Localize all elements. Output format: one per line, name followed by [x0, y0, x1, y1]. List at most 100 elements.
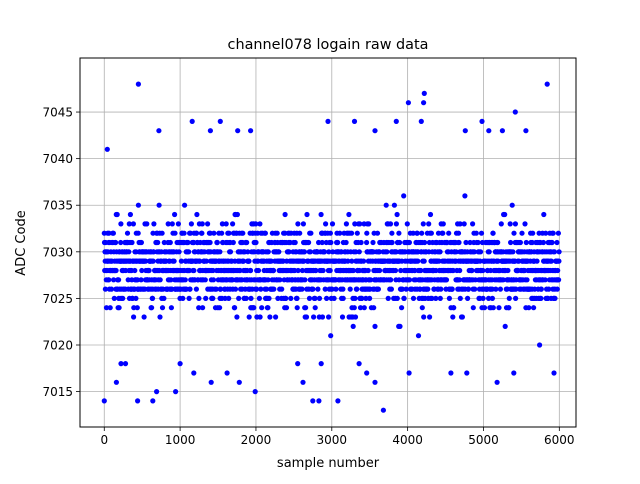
data-point — [116, 305, 122, 311]
data-point — [372, 323, 378, 329]
data-point — [333, 286, 339, 292]
outlier-point — [318, 361, 324, 367]
data-point — [538, 286, 544, 292]
data-point — [551, 249, 558, 255]
data-point — [297, 230, 303, 236]
data-point — [207, 230, 213, 236]
data-point — [437, 249, 443, 255]
data-point — [391, 202, 397, 208]
data-point — [401, 193, 407, 199]
data-point — [194, 230, 200, 236]
data-point — [182, 277, 188, 283]
data-point — [253, 221, 259, 227]
data-point — [502, 211, 508, 218]
data-point — [214, 239, 220, 246]
data-point — [157, 277, 163, 283]
data-point — [282, 211, 288, 218]
data-point — [526, 305, 532, 311]
data-point — [127, 211, 133, 218]
data-point — [106, 277, 112, 283]
data-point — [538, 295, 544, 301]
outlier-point — [494, 379, 500, 385]
data-point — [186, 295, 192, 301]
data-point — [262, 230, 268, 236]
data-point — [143, 258, 149, 264]
data-point — [426, 221, 432, 227]
data-point — [313, 267, 319, 274]
data-point — [124, 230, 131, 236]
data-point — [205, 221, 211, 227]
data-point — [240, 258, 247, 264]
data-point — [234, 314, 240, 320]
data-point — [470, 305, 476, 311]
data-point — [138, 277, 144, 283]
data-point — [396, 230, 402, 236]
data-point — [337, 230, 343, 236]
x-tick-label: 4000 — [392, 433, 423, 447]
x-tick-label: 6000 — [544, 433, 575, 447]
data-point — [440, 221, 446, 227]
data-point — [556, 277, 562, 283]
data-point — [453, 249, 459, 255]
data-point — [456, 239, 462, 246]
plot-frame — [79, 57, 577, 428]
x-tick-label: 5000 — [468, 433, 499, 447]
data-point — [135, 202, 141, 208]
data-point — [429, 295, 435, 301]
outlier-point — [405, 100, 411, 106]
data-point — [392, 267, 399, 274]
data-point — [467, 239, 473, 246]
data-point — [131, 314, 137, 320]
data-point — [188, 221, 194, 227]
data-point — [120, 295, 126, 301]
y-tick-label: 7035 — [42, 199, 73, 213]
data-point — [399, 286, 405, 292]
data-point — [138, 239, 144, 246]
data-point — [517, 239, 524, 246]
data-point — [203, 258, 209, 264]
data-point — [366, 221, 372, 227]
data-point — [353, 249, 359, 255]
data-point — [288, 295, 294, 301]
data-point — [251, 305, 257, 311]
data-point — [114, 211, 120, 218]
outlier-point — [150, 398, 156, 404]
data-point — [176, 249, 182, 255]
data-point — [478, 230, 485, 236]
data-point — [230, 239, 236, 246]
data-point — [180, 295, 186, 301]
data-point — [263, 286, 270, 292]
data-point — [450, 314, 456, 320]
data-point — [196, 305, 202, 311]
data-point — [328, 239, 334, 246]
data-point — [324, 295, 330, 301]
data-point — [389, 239, 395, 246]
outlier-point — [479, 118, 485, 124]
data-point — [340, 295, 346, 301]
outlier-point — [156, 128, 162, 134]
data-point — [111, 277, 117, 283]
data-point — [126, 221, 132, 227]
data-point — [283, 295, 289, 301]
outlier-point — [421, 100, 427, 106]
data-point — [472, 286, 478, 292]
data-point — [110, 230, 116, 236]
data-point — [187, 230, 194, 236]
data-point — [340, 286, 346, 292]
data-point — [265, 249, 271, 255]
data-point — [351, 305, 357, 311]
data-point — [181, 230, 187, 236]
y-tick-label: 7015 — [42, 385, 73, 399]
y-tick-label: 7030 — [42, 245, 73, 259]
outlier-point — [310, 398, 316, 404]
outlier-point — [551, 370, 557, 376]
data-point — [364, 239, 370, 246]
outlier-point — [544, 81, 550, 87]
data-point — [420, 221, 426, 227]
data-point — [475, 239, 481, 246]
outlier-point — [464, 370, 470, 376]
outlier-point — [511, 370, 517, 376]
data-point — [506, 305, 512, 311]
data-point — [322, 286, 328, 292]
data-point — [352, 314, 359, 320]
